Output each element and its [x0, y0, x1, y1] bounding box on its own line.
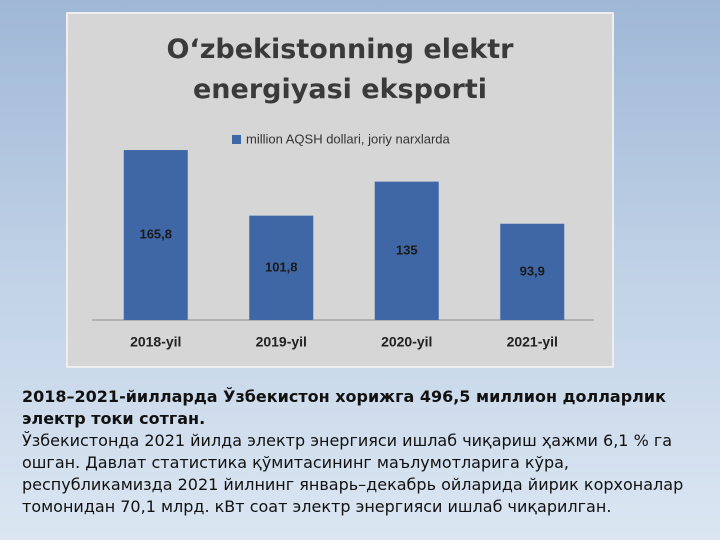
bar: [500, 223, 565, 320]
chart-title: O‘zbekistonning elektr energiyasi ekspor…: [166, 34, 514, 105]
x-tick-label: 2018-yil: [130, 334, 181, 350]
value-label: 93,9: [520, 263, 545, 278]
legend-swatch: [232, 135, 241, 144]
x-tick-label: 2019-yil: [256, 334, 307, 350]
x-tick-label: 2021-yil: [507, 334, 558, 350]
bar: [374, 181, 439, 320]
caption-headline: 2018–2021-йилларда Ўзбекистон хорижга 49…: [22, 387, 666, 428]
bar: [249, 215, 314, 320]
bar: [123, 150, 188, 320]
x-tick-label: 2020-yil: [381, 334, 432, 350]
caption: 2018–2021-йилларда Ўзбекистон хорижга 49…: [22, 386, 702, 518]
value-label: 101,8: [265, 259, 298, 274]
value-label: 135: [396, 242, 418, 257]
caption-body: Ўзбекистонда 2021 йилда электр энергияси…: [22, 431, 684, 516]
legend-label: million AQSH dollari, joriy narxlarda: [246, 131, 451, 146]
value-label: 165,8: [139, 226, 172, 241]
